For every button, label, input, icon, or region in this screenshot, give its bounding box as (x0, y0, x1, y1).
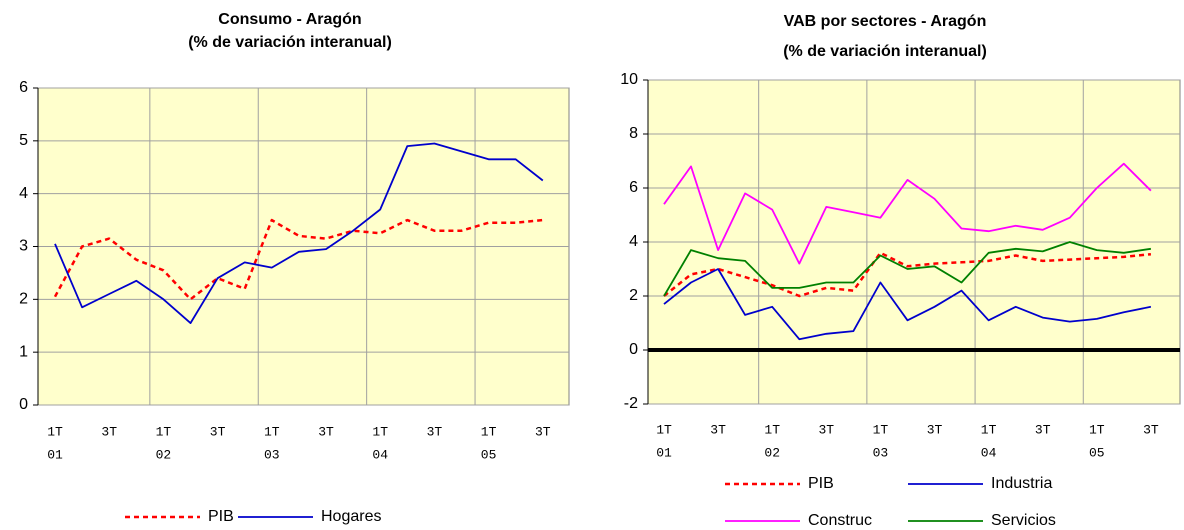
chart-title: Consumo - Aragón (218, 11, 361, 28)
legend-label: Hogares (321, 508, 381, 525)
chart-title: VAB por sectores - Aragón (784, 13, 987, 30)
y-tick-label: -2 (624, 395, 638, 412)
x-tick-label: 1T (481, 424, 497, 439)
y-tick-label: 1 (19, 343, 28, 360)
y-tick-label: 6 (629, 179, 638, 196)
y-tick-label: 6 (19, 79, 28, 96)
x-tick-label: 1T (764, 422, 780, 437)
legend-label: PIB (808, 475, 834, 492)
x-tick-label: 3T (1035, 422, 1051, 437)
year-label: 04 (372, 447, 388, 462)
x-tick-label: 1T (47, 424, 63, 439)
x-tick-label: 1T (1089, 422, 1105, 437)
x-tick-label: 1T (264, 424, 280, 439)
year-label: 01 (656, 445, 672, 460)
legend-label: Construc (808, 512, 872, 529)
y-tick-label: 4 (19, 185, 28, 202)
y-tick-label: 10 (620, 71, 638, 88)
x-tick-label: 1T (372, 424, 388, 439)
y-tick-label: 2 (629, 287, 638, 304)
y-tick-label: 8 (629, 125, 638, 142)
y-tick-label: 3 (19, 238, 28, 255)
series-line (663, 251, 1152, 298)
chart-subtitle: (% de variación interanual) (188, 34, 392, 51)
x-tick-label: 3T (318, 424, 334, 439)
year-label: 01 (47, 447, 63, 462)
series-line (663, 162, 1152, 265)
chart-subtitle: (% de variación interanual) (783, 43, 987, 60)
x-tick-label: 3T (427, 424, 443, 439)
series-line (663, 268, 1152, 341)
series-line (53, 218, 543, 301)
x-tick-label: 3T (101, 424, 117, 439)
year-label: 04 (981, 445, 997, 460)
series-line (663, 241, 1152, 297)
x-tick-label: 3T (1143, 422, 1159, 437)
year-label: 05 (481, 447, 497, 462)
year-label: 02 (156, 447, 172, 462)
y-tick-label: 5 (19, 132, 28, 149)
x-tick-label: 1T (981, 422, 997, 437)
y-tick-label: 4 (629, 233, 638, 250)
x-tick-label: 1T (873, 422, 889, 437)
x-tick-label: 1T (156, 424, 172, 439)
series-line (54, 142, 544, 324)
x-tick-label: 3T (710, 422, 726, 437)
legend-label: Servicios (991, 512, 1056, 529)
x-tick-label: 1T (656, 422, 672, 437)
year-label: 03 (873, 445, 889, 460)
year-label: 03 (264, 447, 280, 462)
year-label: 02 (764, 445, 780, 460)
x-tick-label: 3T (927, 422, 943, 437)
legend-label: PIB (208, 508, 234, 525)
y-tick-label: 2 (19, 291, 28, 308)
year-label: 05 (1089, 445, 1105, 460)
y-tick-label: 0 (19, 396, 28, 413)
legend-label: Industria (991, 475, 1052, 492)
x-tick-label: 3T (818, 422, 834, 437)
y-tick-label: 0 (629, 341, 638, 358)
x-tick-label: 3T (535, 424, 551, 439)
x-tick-label: 3T (210, 424, 226, 439)
